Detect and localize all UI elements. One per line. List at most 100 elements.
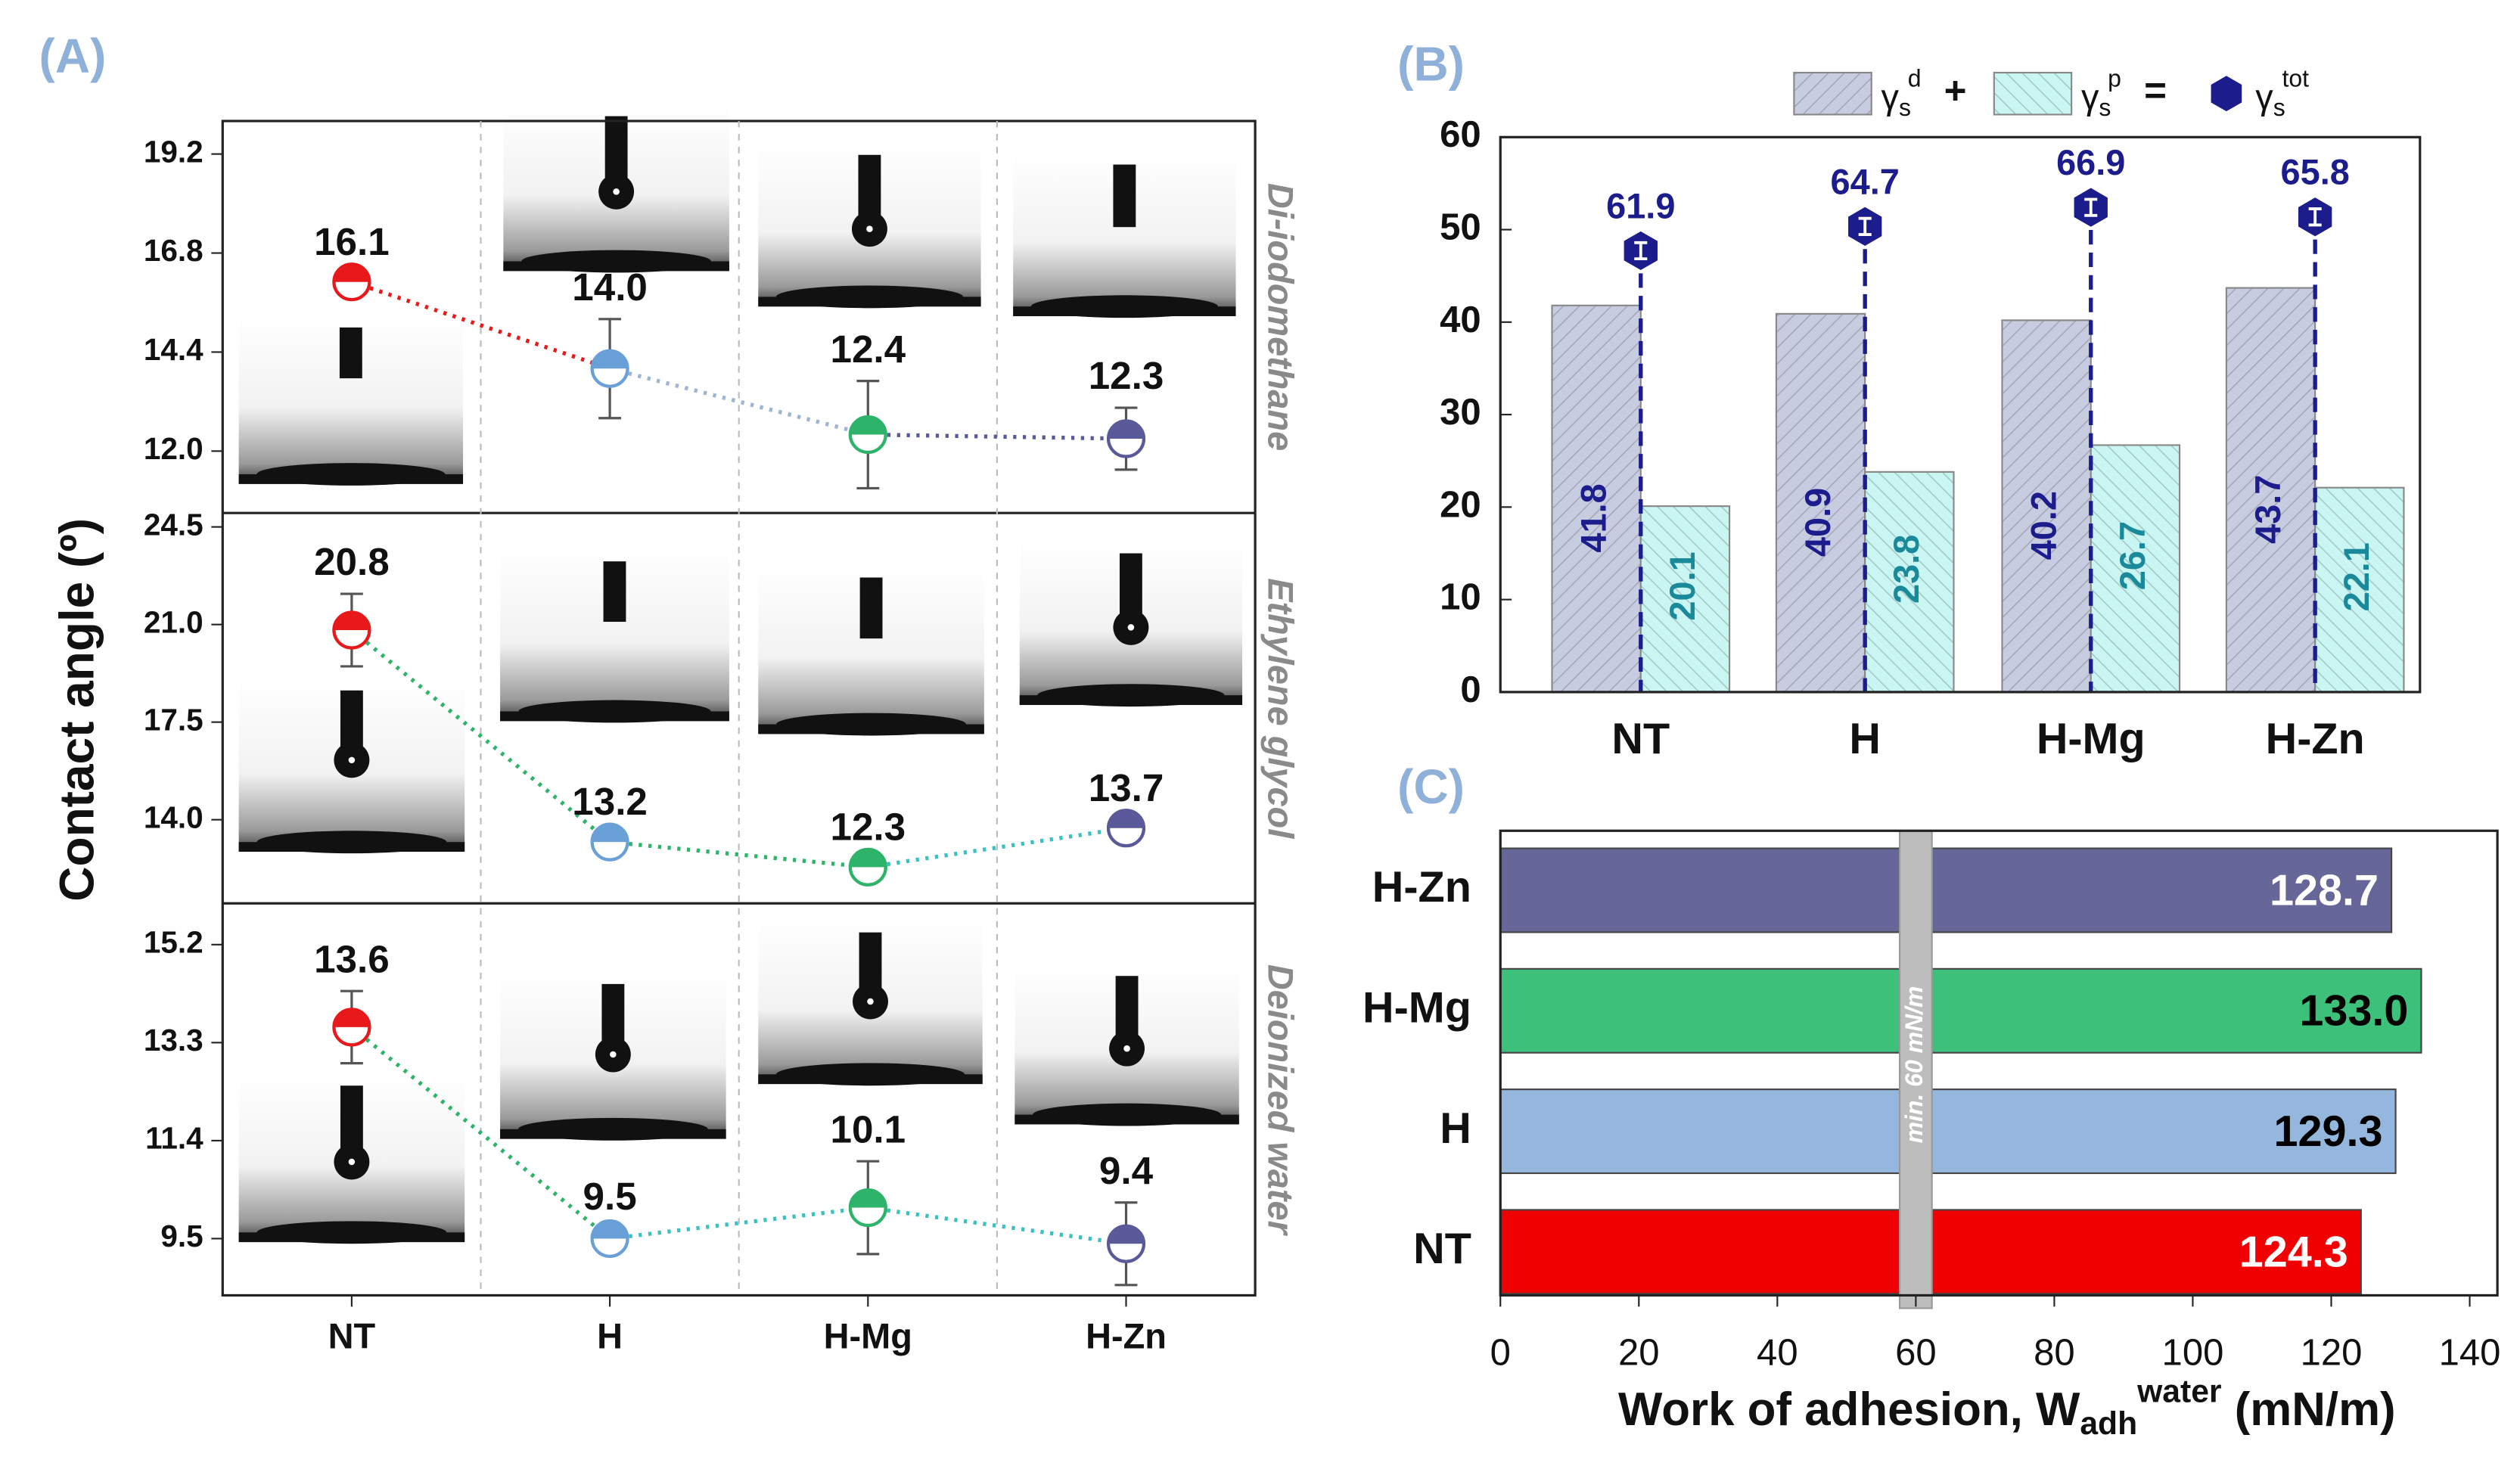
trend-line (868, 432, 1126, 441)
plot-frame (1499, 135, 2422, 694)
legend-superscript: tot (2282, 65, 2309, 92)
data-label: 13.2 (572, 780, 648, 823)
x-tick-label: H-Zn (2266, 715, 2365, 763)
data-label: 129.3 (2274, 1107, 2383, 1156)
x-tick-label: NT (1611, 715, 1670, 763)
y-tick-label: 12.0 (144, 431, 204, 466)
x-tick-label: NT (328, 1316, 376, 1356)
y-tick-label: 30 (1440, 392, 1481, 433)
bar (2225, 287, 2316, 693)
needle (339, 327, 362, 379)
threshold-label: min. 60 mN/m (1900, 986, 1928, 1144)
liquid-label: Di-iodomethane (1261, 183, 1300, 451)
data-label: 14.0 (572, 266, 648, 309)
y-tick-label: 19.2 (144, 134, 204, 169)
bar (1864, 470, 1955, 693)
x-tick-label: H-Mg (2037, 715, 2146, 763)
y-tick-label: 0 (1460, 669, 1481, 710)
x-tick-label: 20 (1618, 1332, 1660, 1373)
needle (859, 577, 883, 639)
y-tick-label: 24.5 (144, 507, 204, 542)
data-label: 12.3 (830, 805, 906, 848)
trend-line (609, 840, 868, 869)
legend-superscript: p (2108, 65, 2121, 92)
x-axis-label-sub: adh (2080, 1405, 2137, 1442)
marker-half (850, 417, 886, 435)
y-tick-label: 9.5 (160, 1219, 203, 1253)
legend-symbol: γ (2081, 78, 2099, 117)
bar (2090, 444, 2181, 693)
photo-base (238, 1232, 465, 1243)
y-tick-label: 17.5 (144, 702, 204, 737)
photo-base (758, 1074, 983, 1085)
needle (1113, 164, 1136, 228)
legend-operator: = (2144, 69, 2167, 112)
photo-base (238, 842, 465, 852)
legend-entry: γsd (1881, 65, 1922, 121)
marker-half (334, 264, 370, 282)
marker-glyph (2308, 207, 2322, 227)
photo-base (758, 297, 981, 307)
marker-half (592, 824, 628, 843)
trend-line (350, 628, 611, 844)
data-label: 43.7 (2248, 475, 2288, 544)
trend-line (351, 280, 611, 371)
x-tick-label: 40 (1757, 1332, 1798, 1373)
panel-label: (B) (1397, 36, 1465, 91)
panel-label: (C) (1397, 759, 1465, 814)
drop-highlight (866, 225, 873, 232)
x-axis-label-suffix: (mN/m) (2222, 1383, 2396, 1436)
y-tick-label: 11.4 (145, 1121, 204, 1156)
legend-swatch (1793, 71, 1872, 116)
y-tick-label: NT (1413, 1225, 1471, 1273)
liquid-label: Ethylene glycol (1261, 578, 1300, 839)
data-label: 10.1 (830, 1107, 906, 1151)
photo-base (500, 1129, 726, 1139)
y-tick-label: 14.0 (144, 800, 204, 834)
drop-highlight (867, 998, 874, 1005)
drop-highlight (1127, 624, 1135, 631)
x-axis-label-sup: water (2136, 1374, 2221, 1410)
legend-swatch (1993, 71, 2073, 116)
marker-glyph (2084, 197, 2098, 217)
photo-base (758, 724, 984, 734)
bar (1499, 967, 2422, 1054)
bar (2314, 486, 2405, 693)
liquid-label: Deionized water (1261, 964, 1300, 1237)
legend-marker (2211, 76, 2242, 112)
x-tick-label: 120 (2301, 1332, 2363, 1373)
photo-base (1019, 695, 1243, 705)
data-label: 23.8 (1887, 535, 1926, 604)
data-label: 66.9 (2056, 143, 2125, 182)
data-label: 13.7 (1089, 766, 1164, 809)
data-label: 40.9 (1798, 488, 1838, 557)
data-label: 13.6 (314, 937, 390, 980)
panel-label: (A) (39, 29, 107, 83)
legend-symbol: γ (2255, 78, 2273, 117)
bar (1775, 312, 1866, 693)
y-tick-label: H-Mg (1363, 983, 1471, 1032)
data-label: 9.4 (1099, 1149, 1154, 1192)
legend-entry: γsp (2081, 65, 2121, 121)
data-label: 41.8 (1574, 483, 1614, 552)
x-tick-label: 60 (1895, 1332, 1937, 1373)
trend-line (609, 366, 868, 437)
bar (1499, 847, 2393, 933)
photo-base (1013, 306, 1236, 317)
data-label: 61.9 (1606, 186, 1675, 225)
drop-highlight (613, 188, 620, 195)
y-tick-label: H-Zn (1372, 863, 1471, 911)
x-tick-label: 140 (2439, 1332, 2501, 1373)
x-tick-label: 80 (2034, 1332, 2075, 1373)
trend-line (350, 1025, 611, 1241)
legend-subscript: s (2273, 95, 2285, 122)
data-label: 12.4 (830, 328, 906, 371)
x-axis-label: Work of adhesion, Wadhwater (mN/m) (1618, 1374, 2396, 1442)
data-label: 9.5 (583, 1175, 637, 1218)
data-label: 16.1 (314, 220, 390, 263)
data-label: 64.7 (1831, 162, 1900, 201)
x-axis-label-text: Work of adhesion, W (1618, 1383, 2080, 1436)
marker-half (850, 849, 886, 868)
